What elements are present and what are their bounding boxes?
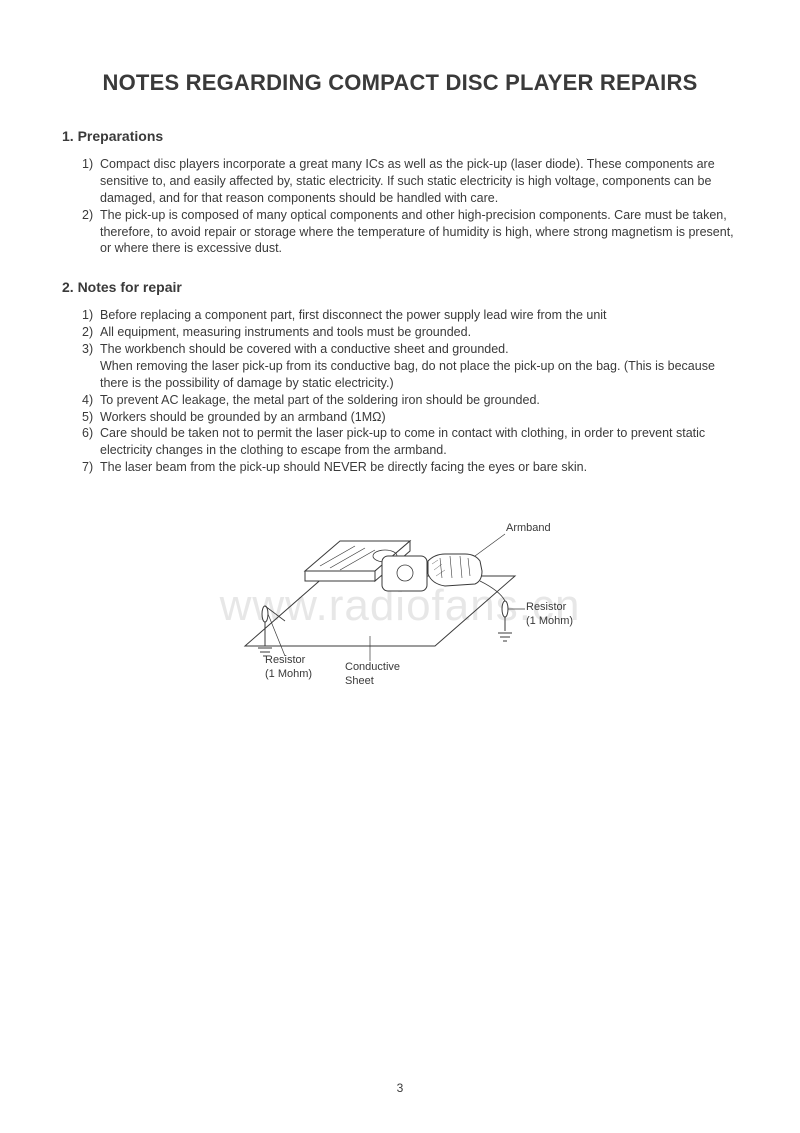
list-item: 2) The pick-up is composed of many optic… — [82, 207, 738, 258]
item-text: Before replacing a component part, first… — [100, 307, 738, 324]
page-number: 3 — [397, 1081, 404, 1095]
item-number: 7) — [82, 459, 100, 476]
item-text: The pick-up is composed of many optical … — [100, 207, 738, 258]
list-item: 1) Compact disc players incorporate a gr… — [82, 156, 738, 207]
list-item: 7) The laser beam from the pick-up shoul… — [82, 459, 738, 476]
section-preparations: 1. Preparations 1) Compact disc players … — [62, 128, 738, 257]
label-armband: Armband — [506, 522, 551, 536]
item-number: 5) — [82, 409, 100, 426]
item-text: Care should be taken not to permit the l… — [100, 425, 738, 459]
item-text: Compact disc players incorporate a great… — [100, 156, 738, 207]
item-number: 1) — [82, 156, 100, 207]
section-2-title: 2. Notes for repair — [62, 279, 738, 295]
item-number: 6) — [82, 425, 100, 459]
diagram-container: www.radiofans.cn — [210, 506, 590, 706]
item-sub-text: When removing the laser pick-up from its… — [82, 358, 738, 392]
list-item: 3) The workbench should be covered with … — [82, 341, 738, 358]
list-item: 1) Before replacing a component part, fi… — [82, 307, 738, 324]
item-number: 2) — [82, 324, 100, 341]
item-number: 4) — [82, 392, 100, 409]
list-item: 6) Care should be taken not to permit th… — [82, 425, 738, 459]
item-text: The workbench should be covered with a c… — [100, 341, 738, 358]
item-text: The laser beam from the pick-up should N… — [100, 459, 738, 476]
list-item: 4) To prevent AC leakage, the metal part… — [82, 392, 738, 409]
section-1-list: 1) Compact disc players incorporate a gr… — [62, 156, 738, 257]
section-notes-for-repair: 2. Notes for repair 1) Before replacing … — [62, 279, 738, 476]
item-number: 1) — [82, 307, 100, 324]
item-text: All equipment, measuring instruments and… — [100, 324, 738, 341]
section-1-title: 1. Preparations — [62, 128, 738, 144]
label-resistor-right: Resistor (1 Mohm) — [526, 601, 573, 629]
label-conductive-sheet: Conductive Sheet — [345, 661, 400, 689]
item-text: To prevent AC leakage, the metal part of… — [100, 392, 738, 409]
section-2-list: 1) Before replacing a component part, fi… — [62, 307, 738, 476]
list-item: 5) Workers should be grounded by an armb… — [82, 409, 738, 426]
item-number: 3) — [82, 341, 100, 358]
main-title: NOTES REGARDING COMPACT DISC PLAYER REPA… — [62, 70, 738, 96]
label-resistor-left: Resistor (1 Mohm) — [265, 654, 312, 682]
list-item: 2) All equipment, measuring instruments … — [82, 324, 738, 341]
item-number: 2) — [82, 207, 100, 258]
item-text: Workers should be grounded by an armband… — [100, 409, 738, 426]
